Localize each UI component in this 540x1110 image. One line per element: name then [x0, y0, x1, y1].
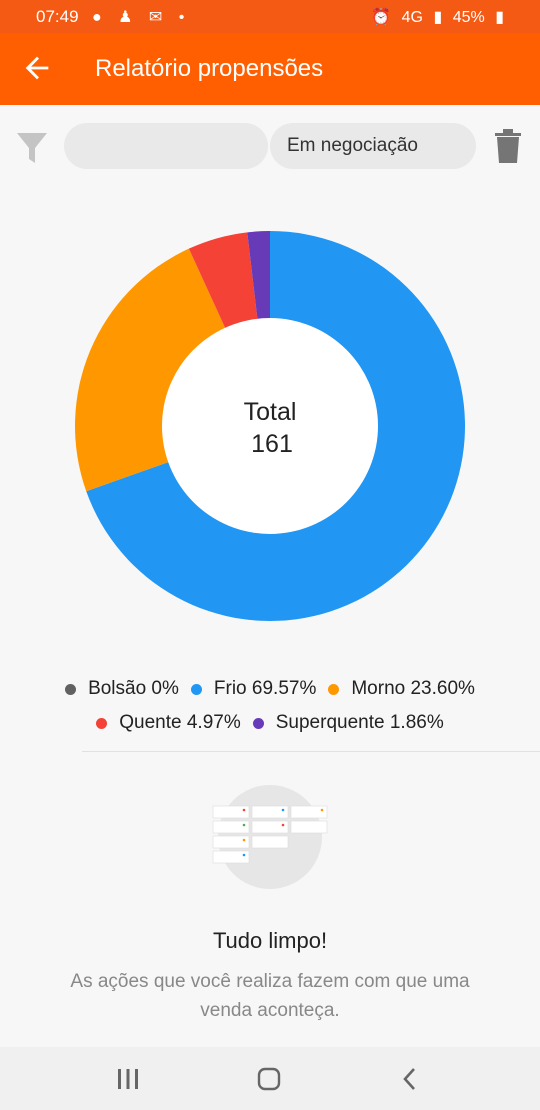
home-icon[interactable] — [252, 1063, 286, 1095]
battery-percent: 45% — [452, 9, 485, 26]
nav-back-icon[interactable] — [393, 1063, 427, 1095]
battery-icon: ▮ — [495, 9, 504, 26]
trash-icon[interactable] — [492, 127, 524, 165]
app-bar: Relatório propensões — [0, 33, 540, 105]
filter-icon[interactable] — [16, 131, 48, 165]
legend-label: Quente 4.97% — [119, 712, 241, 733]
legend-dot — [96, 717, 108, 729]
network-label: 4G — [401, 9, 423, 26]
page-title: Relatório propensões — [95, 55, 324, 82]
status-bar: 07:49 ● ♟ ✉ • ⏰ 4G ▮ 45% ▮ — [0, 0, 540, 33]
legend-dot — [328, 683, 340, 695]
filter-row: Em negociação — [0, 105, 540, 185]
empty-state-title: Tudo limpo! — [212, 928, 328, 953]
donut-hole — [162, 318, 378, 534]
notification-icons: ● ♟ ✉ • — [92, 9, 191, 26]
alarm-icon: ⏰ — [371, 9, 392, 26]
legend-row: Quente 4.97% Superquente 1.86% — [0, 706, 540, 740]
divider — [82, 751, 540, 752]
status-time: 07:49 — [36, 7, 79, 26]
legend-dot — [252, 717, 264, 729]
donut-chart: Total 161 — [75, 231, 465, 621]
legend-row: Bolsão 0% Frio 69.57% Morno 23.60% — [0, 672, 540, 706]
empty-state-message: As ações que você realiza fazem com que … — [70, 971, 470, 1021]
status-right: ⏰ 4G ▮ 45% ▮ — [365, 7, 504, 27]
legend-item-quente: Quente 4.97% — [96, 712, 241, 734]
legend-dot — [65, 683, 77, 695]
legend-label: Morno 23.60% — [351, 678, 475, 699]
legend-item-superquente: Superquente 1.86% — [252, 712, 444, 734]
donut-center-label: Total — [244, 398, 297, 426]
signal-icon: ▮ — [433, 9, 443, 26]
legend-item-bolsao: Bolsão 0% — [65, 678, 179, 700]
donut-center-value: 161 — [251, 430, 293, 458]
system-nav-bar — [0, 1047, 540, 1110]
legend-item-frio: Frio 69.57% — [190, 678, 317, 700]
legend-label: Bolsão 0% — [88, 678, 179, 699]
legend-item-morno: Morno 23.60% — [328, 678, 475, 700]
legend-label: Superquente 1.86% — [275, 712, 444, 733]
search-filter-input[interactable] — [64, 123, 268, 169]
status-filter-chip[interactable]: Em negociação — [270, 123, 476, 169]
empty-state-illustration — [212, 785, 328, 889]
legend-dot — [190, 683, 202, 695]
legend-label: Frio 69.57% — [213, 678, 317, 699]
chart-legend: Bolsão 0% Frio 69.57% Morno 23.60% Quent… — [0, 672, 540, 740]
arrow-back-icon[interactable] — [20, 51, 54, 85]
recents-icon[interactable] — [111, 1063, 145, 1095]
